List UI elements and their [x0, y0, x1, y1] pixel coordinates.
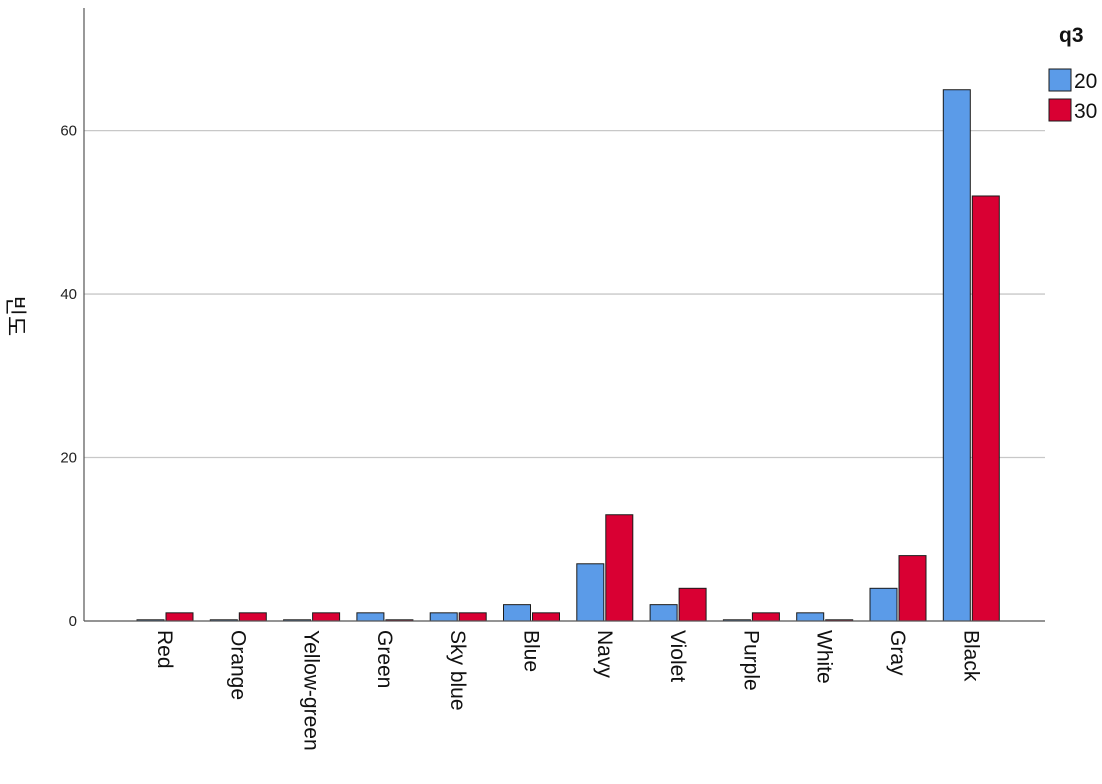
- bar-black-30: [971, 195, 1000, 622]
- x-tick-label: Black: [959, 630, 982, 682]
- bar-yellow-green-30: [312, 612, 341, 622]
- x-tick-label: Purple: [739, 630, 762, 691]
- bar-purple-30: [751, 612, 780, 622]
- x-tick-labels: Red Orange Yellow-green Green Sky blue Blue Na…: [153, 630, 982, 751]
- y-tick-label: 40: [60, 286, 77, 303]
- bar-navy-20: [576, 563, 605, 622]
- y-tick-label: 0: [69, 613, 77, 630]
- legend-label-30: 30: [1074, 100, 1097, 123]
- y-tick-labels: 0 20 40 60: [60, 123, 77, 630]
- bar-gray-20: [869, 587, 898, 622]
- x-tick-label: Sky blue: [446, 630, 469, 711]
- bar-orange-30: [238, 612, 267, 622]
- x-tick-label: Violet: [666, 630, 689, 682]
- bar-gray-30: [898, 555, 927, 622]
- y-tick-label: 60: [60, 123, 77, 140]
- x-tick-label: Green: [373, 630, 396, 688]
- y-axis-label: 빈도: [3, 296, 28, 336]
- bar-violet-30: [678, 587, 707, 622]
- bar-sky-blue-20: [429, 612, 458, 622]
- bar-red-30: [165, 612, 194, 622]
- legend-swatch-30: [1048, 98, 1072, 122]
- bars: [136, 89, 1000, 622]
- legend: q3 20 30: [1048, 24, 1097, 123]
- bar-violet-20: [649, 604, 678, 622]
- bar-white-20: [796, 612, 825, 622]
- y-tick-label: 20: [60, 450, 77, 467]
- bar-sky-blue-30: [458, 612, 487, 622]
- bar-black-20: [942, 89, 971, 622]
- x-tick-label: Yellow-green: [300, 630, 323, 751]
- x-tick-label: Red: [153, 630, 176, 669]
- x-tick-label: Gray: [886, 630, 909, 676]
- x-tick-label: Blue: [520, 630, 543, 672]
- bar-blue-30: [532, 612, 560, 622]
- legend-label-20: 20: [1074, 70, 1097, 93]
- bar-green-20: [356, 612, 385, 622]
- legend-title: q3: [1059, 24, 1084, 47]
- legend-swatch-20: [1048, 68, 1072, 92]
- x-tick-label: White: [813, 630, 836, 684]
- bar-blue-20: [503, 604, 531, 622]
- bar-navy-30: [605, 514, 634, 622]
- x-tick-label: Orange: [226, 630, 249, 700]
- gridlines: [84, 129, 1045, 459]
- axes: [83, 8, 1045, 622]
- x-tick-label: Navy: [593, 630, 616, 678]
